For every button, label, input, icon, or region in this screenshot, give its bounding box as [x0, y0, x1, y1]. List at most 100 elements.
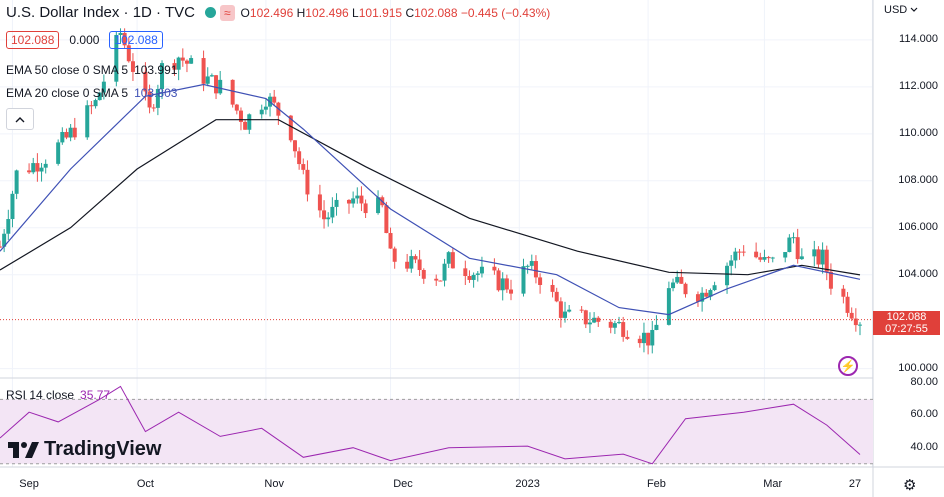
candle [417, 250, 422, 276]
tradingview-logo-icon [8, 441, 39, 458]
candle [646, 332, 651, 355]
candle [729, 254, 734, 276]
candle [509, 279, 514, 301]
candle [276, 101, 281, 125]
candle [438, 280, 443, 282]
candle [621, 316, 626, 342]
candle [97, 91, 102, 101]
candle [666, 281, 671, 326]
candle [463, 260, 468, 285]
candle [6, 209, 11, 240]
candle [471, 272, 476, 288]
candle [184, 59, 189, 73]
candle [679, 269, 684, 284]
candle [625, 330, 630, 340]
wave-icon[interactable]: ≈ [219, 4, 235, 21]
price-tick-label: 112.000 [899, 79, 938, 92]
candle [608, 319, 613, 334]
candle [259, 104, 264, 119]
candle [2, 229, 7, 253]
candle [376, 190, 381, 215]
collapse-legend-button[interactable] [6, 108, 34, 130]
currency-selector[interactable]: USD [884, 4, 918, 16]
rsi-legend[interactable]: RSI 14 close 35.77 [6, 388, 110, 402]
candle [783, 252, 788, 263]
candle [787, 234, 792, 253]
candle [60, 127, 65, 145]
candle [741, 245, 746, 257]
candle [247, 113, 252, 135]
candle [567, 304, 572, 313]
candle [446, 251, 451, 268]
symbol-title[interactable]: U.S. Dollar Index · 1D · TVC [6, 4, 195, 21]
candle [766, 255, 771, 263]
candle [405, 253, 410, 272]
candle [305, 160, 310, 202]
candle [409, 249, 414, 273]
candle [180, 48, 185, 67]
candle [845, 292, 850, 317]
candle [118, 28, 123, 44]
ema50-line [0, 119, 861, 276]
candle [326, 212, 331, 227]
candle [147, 84, 152, 114]
price-tick-label: 110.000 [899, 126, 938, 139]
ema50-legend[interactable]: EMA 50 close 0 SMA 5 103.991 [6, 63, 177, 77]
candle [155, 84, 160, 116]
candle [172, 59, 177, 76]
candle [450, 248, 455, 269]
ema20-legend[interactable]: EMA 20 close 0 SMA 5 103.803 [6, 86, 177, 100]
candle [467, 270, 472, 283]
candle [708, 288, 713, 301]
candle [799, 248, 804, 260]
candle [712, 281, 717, 292]
chevron-up-icon [15, 116, 25, 122]
candle [770, 256, 775, 263]
candle [243, 120, 248, 130]
brand-name: TradingView [44, 438, 162, 460]
candle [650, 321, 655, 354]
candle [849, 307, 854, 322]
candle [56, 139, 61, 166]
candle [496, 268, 501, 292]
candle [359, 186, 364, 212]
candle [758, 252, 763, 263]
candle [363, 199, 368, 218]
time-tick-label: 2023 [515, 478, 540, 490]
candle [442, 258, 447, 287]
candle [791, 232, 796, 244]
candle [151, 104, 156, 112]
candle [637, 335, 642, 348]
candle [504, 274, 509, 293]
candle [388, 227, 393, 249]
ema20-value: 103.803 [134, 86, 178, 100]
candle [558, 297, 563, 328]
candle [27, 163, 32, 174]
price-tick-label: 106.000 [898, 220, 938, 233]
sell-price-button[interactable]: 102.088 [6, 31, 60, 49]
candle [392, 246, 397, 269]
candle [114, 31, 119, 87]
candle [218, 70, 223, 95]
candle [533, 255, 538, 284]
candle [230, 79, 235, 108]
candle [89, 101, 94, 115]
rsi-line [0, 385, 861, 465]
candle [421, 268, 426, 284]
candle [35, 153, 40, 182]
gear-icon[interactable]: ⚙ [903, 477, 917, 494]
candle [554, 287, 559, 303]
candle [695, 291, 700, 307]
tradingview-logo[interactable]: TradingView [8, 438, 161, 461]
buy-price-button[interactable]: 102.088 [109, 31, 163, 49]
candle [297, 147, 302, 170]
candle [85, 100, 90, 140]
candle [762, 249, 767, 262]
candle [683, 282, 688, 298]
ema20-line [0, 83, 861, 316]
lightning-icon[interactable]: ⚡ [838, 356, 858, 376]
candle [130, 53, 135, 82]
candle [704, 289, 709, 298]
candle [64, 128, 69, 140]
